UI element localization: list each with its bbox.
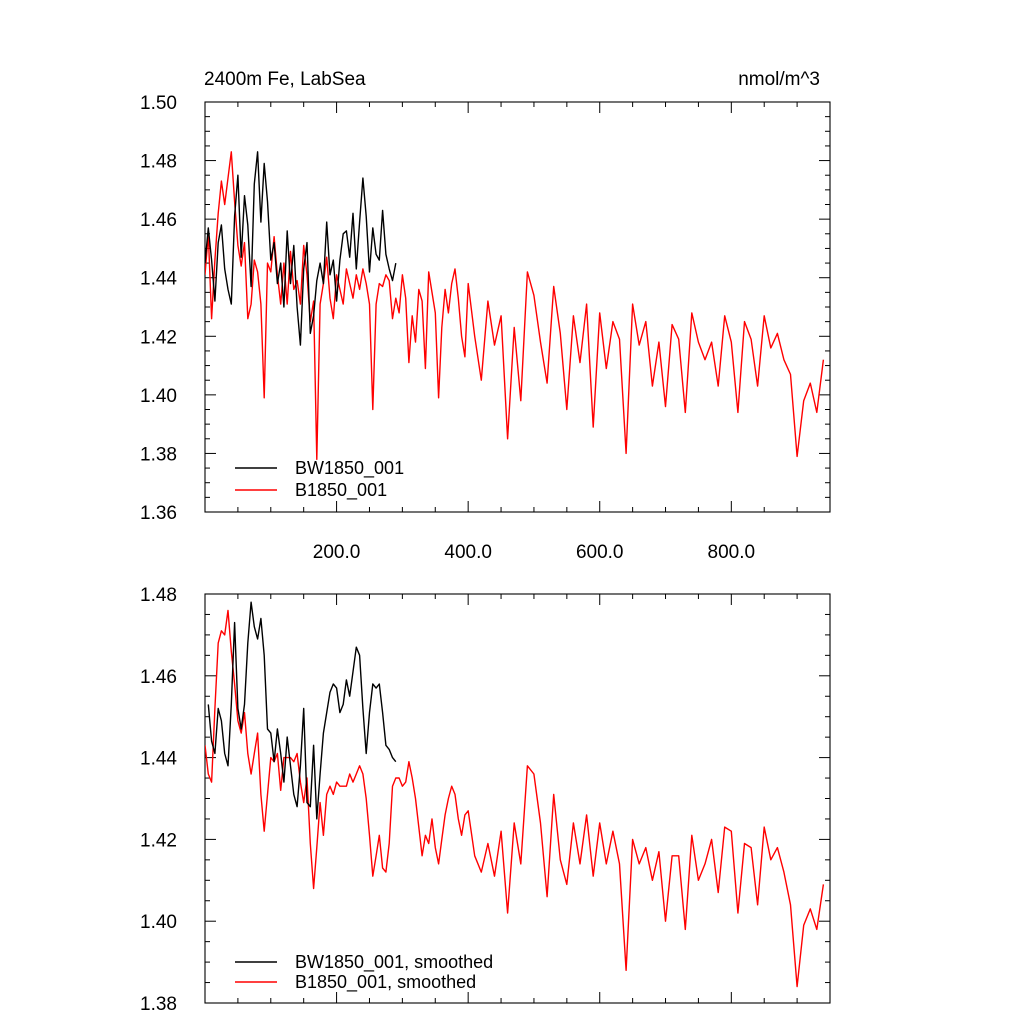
x-tick-label: 200.0 [313, 542, 361, 563]
y-tick-label: 1.38 [140, 444, 177, 465]
y-tick-label: 1.48 [140, 152, 177, 173]
chart-title: 2400m Fe, LabSea [204, 69, 366, 90]
y-tick-label: 1.48 [140, 585, 177, 606]
y-tick-label: 1.44 [140, 749, 177, 770]
bottom-plot-panel: 1.38 1.40 1.42 1.44 1.46 1.48 BW1850_001, smoo… [140, 585, 831, 1015]
legend-label: BW1850_001, smoothed [295, 952, 493, 973]
series-line-b1850-001 [205, 151, 825, 460]
legend-label: B1850_001 [295, 480, 387, 501]
series-line-bw1850-001 [205, 151, 397, 346]
plot-frame [204, 101, 831, 513]
x-tick-label: 600.0 [576, 542, 624, 563]
plot-frame [204, 593, 831, 1004]
x-tick-label: 400.0 [444, 542, 492, 563]
y-tick-label: 1.50 [140, 93, 177, 114]
y-tick-label: 1.40 [140, 386, 177, 407]
x-tick-label: 800.0 [708, 542, 756, 563]
y-tick-label: 1.44 [140, 269, 177, 290]
series-line-b1850-001-smoothed [205, 609, 825, 988]
y-tick-label: 1.42 [140, 327, 177, 348]
series-line-bw1850-001-smoothed [207, 601, 397, 820]
y-tick-label: 1.40 [140, 912, 177, 933]
y-tick-label: 1.42 [140, 830, 177, 851]
y-tick-label: 1.46 [140, 667, 177, 688]
y-tick-label: 1.36 [140, 503, 177, 524]
legend-label: BW1850_001 [295, 458, 404, 479]
top-plot-panel: 1.36 1.38 1.40 1.42 1.44 1.46 1.48 1.50 200.0 400… [140, 93, 831, 563]
chart-units: nmol/m^3 [738, 69, 820, 90]
legend-label: B1850_001, smoothed [295, 972, 476, 993]
y-tick-label: 1.46 [140, 210, 177, 231]
y-tick-label: 1.38 [140, 994, 177, 1015]
